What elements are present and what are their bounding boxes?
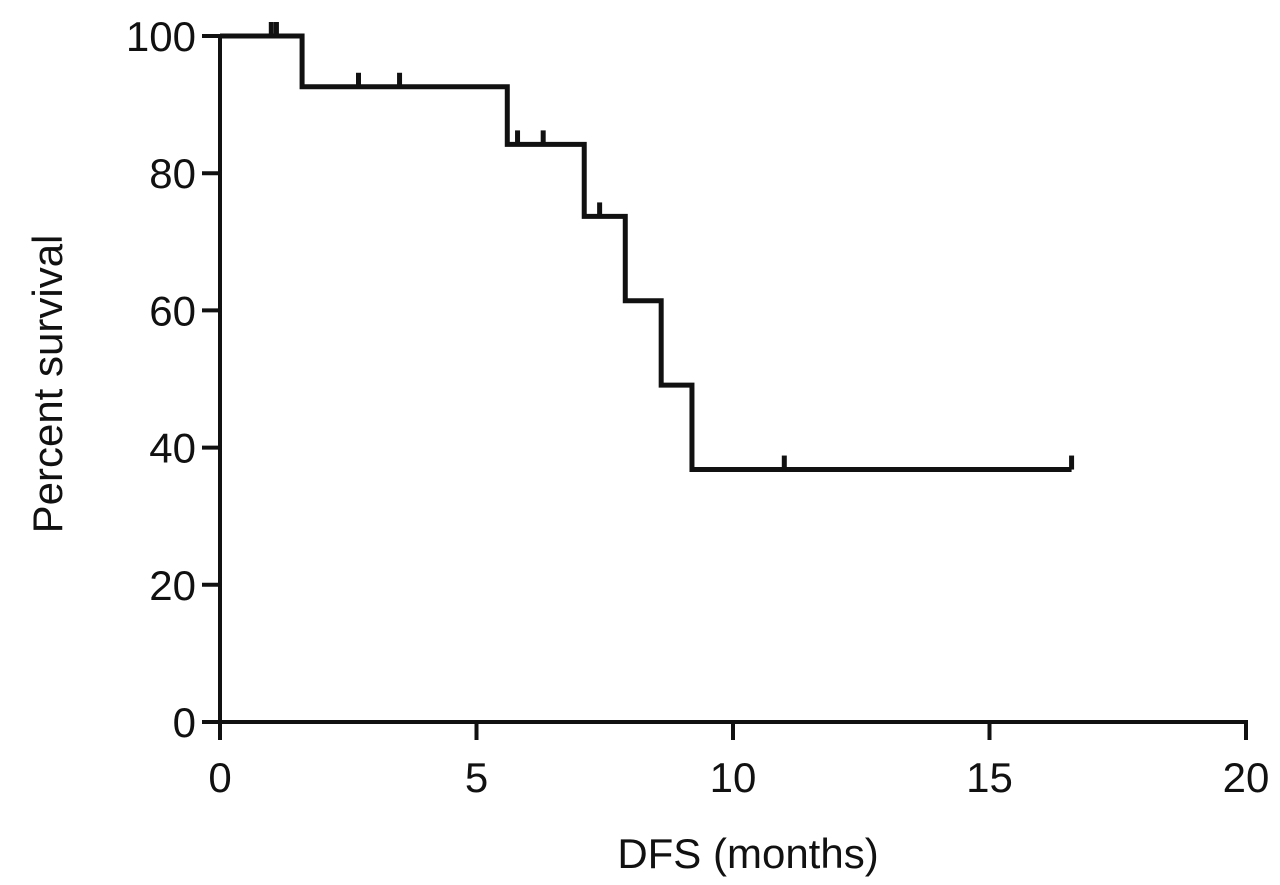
censor-marks [268,22,1075,470]
axes [218,34,1248,724]
tick-labels: 0 5 10 15 20 0 20 40 60 80 100 [126,13,1269,801]
y-tick-label: 0 [173,699,196,746]
x-tick-label: 15 [966,754,1013,801]
y-tick-label: 100 [126,13,196,60]
y-tick-label: 80 [149,150,196,197]
x-axis-title: DFS (months) [617,830,878,877]
y-axis-title: Percent survival [24,235,71,534]
survival-curve [220,33,1072,473]
axis-ticks [202,34,1248,740]
x-tick-label: 0 [208,754,231,801]
y-tick-label: 40 [149,425,196,472]
y-tick-label: 60 [149,287,196,334]
x-tick-label: 20 [1223,754,1270,801]
x-tick-label: 10 [710,754,757,801]
x-tick-label: 5 [465,754,488,801]
survival-step-line [220,33,1072,473]
y-tick-label: 20 [149,562,196,609]
